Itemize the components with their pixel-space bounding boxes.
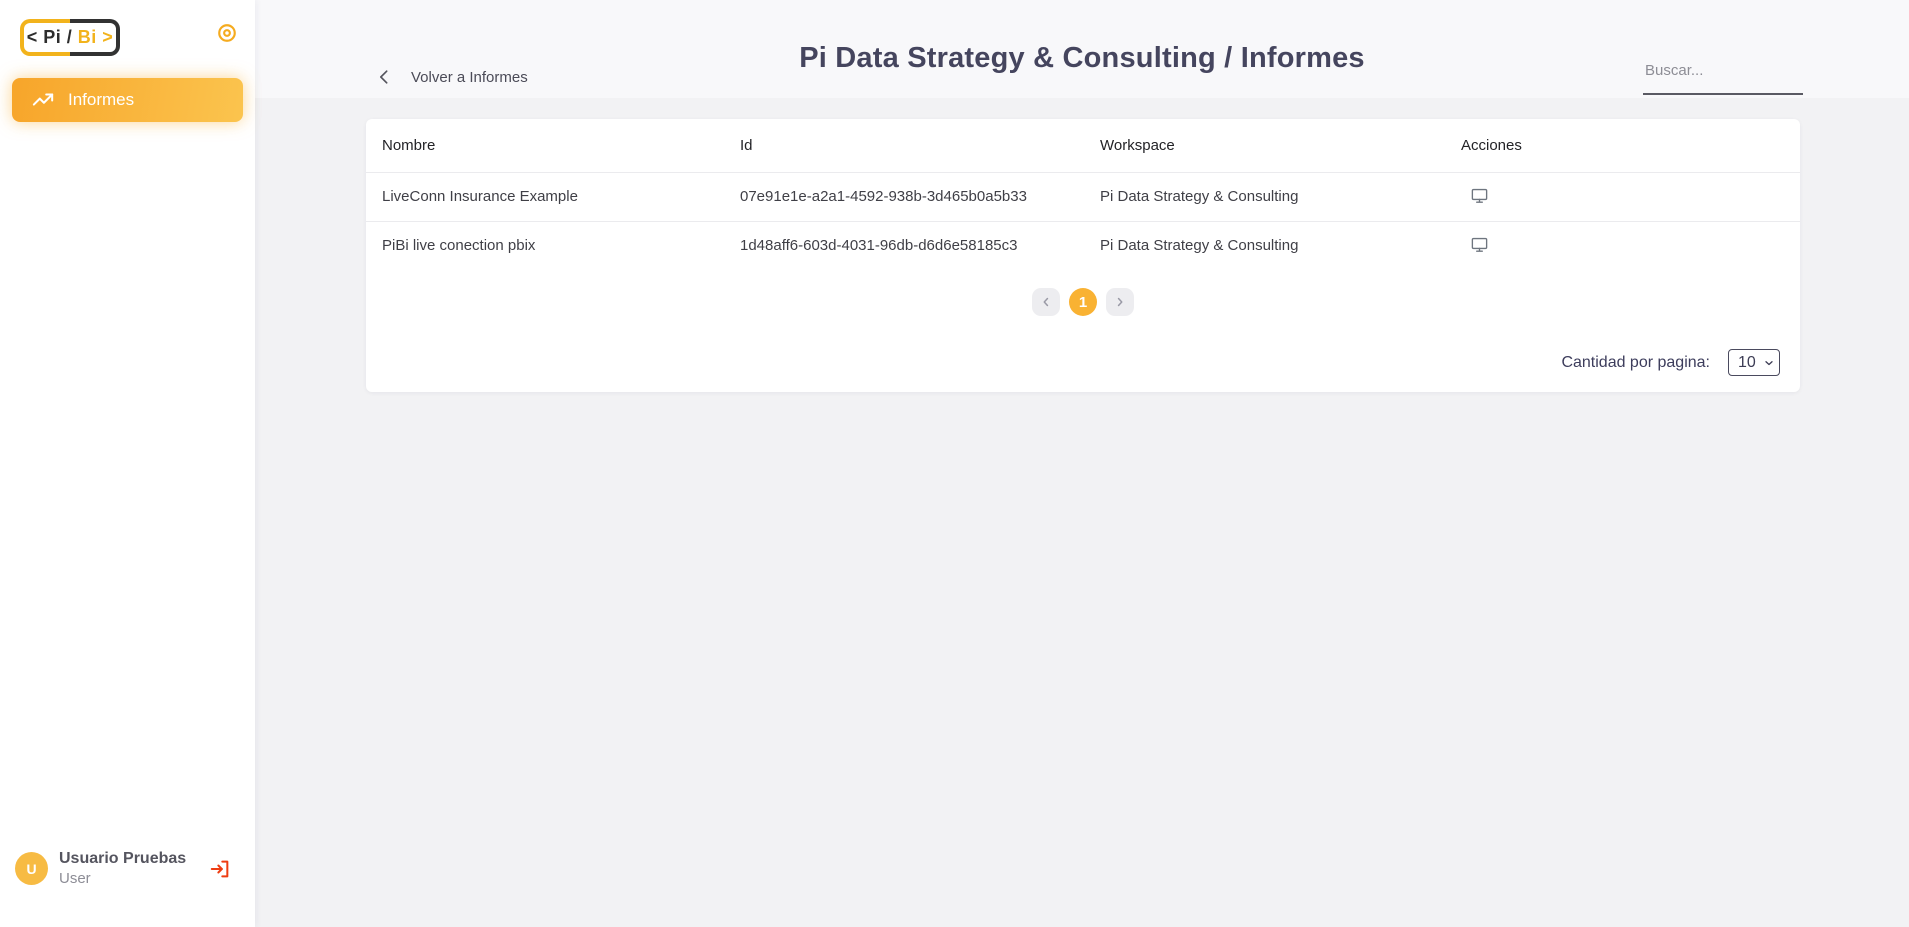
back-link-label: Volver a Informes (411, 68, 528, 86)
report-id-cell: 1d48aff6-603d-4031-96db-d6d6e58185c3 (740, 237, 1018, 255)
sidebar-item-label: Informes (68, 90, 135, 109)
sidebar-nav: Informes (0, 78, 255, 122)
reports-table: Nombre Id Workspace Acciones LiveConn In… (366, 119, 1800, 270)
current-page-button[interactable]: 1 (1069, 288, 1097, 316)
page-size-select-wrap: 10 (1728, 349, 1780, 376)
logout-icon (209, 860, 231, 883)
page-size-select[interactable]: 10 (1728, 349, 1780, 376)
report-actions-cell (1445, 172, 1800, 221)
sidebar-item-informes[interactable]: Informes (12, 78, 243, 122)
table-body: LiveConn Insurance Example 07e91e1e-a2a1… (366, 172, 1800, 270)
monitor-icon (1470, 188, 1489, 208)
column-header-nombre: Nombre (382, 136, 436, 154)
column-header-workspace: Workspace (1100, 136, 1175, 154)
logo-text-dark: < Pi / (26, 27, 73, 47)
user-role: User (59, 870, 91, 887)
logout-button[interactable] (209, 858, 231, 880)
user-name: Usuario Pruebas (59, 850, 187, 867)
sidebar-toggle-button[interactable] (217, 23, 237, 43)
report-name-cell: LiveConn Insurance Example (382, 188, 578, 205)
report-id-cell: 07e91e1e-a2a1-4592-938b-3d465b0a5b33 (740, 188, 1027, 205)
trending-up-icon (32, 89, 54, 111)
report-actions-cell (1445, 221, 1800, 270)
report-name-cell: PiBi live conection pbix (382, 237, 536, 255)
page-size-row: Cantidad por pagina: 10 (366, 349, 1800, 376)
table-row: PiBi live conection pbix 1d48aff6-603d-4… (366, 221, 1800, 270)
table-header-row: Nombre Id Workspace Acciones (366, 119, 1800, 172)
page-title: Pi Data Strategy & Consulting / Informes (799, 42, 1365, 74)
monitor-icon (1470, 238, 1489, 257)
page-size-label: Cantidad por pagina: (1561, 353, 1710, 371)
column-header-acciones: Acciones (1461, 136, 1522, 154)
open-report-button[interactable] (1468, 184, 1491, 207)
table-row: LiveConn Insurance Example 07e91e1e-a2a1… (366, 172, 1800, 221)
open-report-button[interactable] (1468, 233, 1491, 256)
reports-card: Nombre Id Workspace Acciones LiveConn In… (366, 119, 1800, 392)
report-workspace-cell: Pi Data Strategy & Consulting (1100, 188, 1299, 205)
page-header (255, 0, 1909, 98)
chevron-left-icon (1039, 295, 1053, 309)
column-header-id: Id (740, 136, 753, 154)
app-logo: < Pi / Bi > (20, 19, 120, 56)
back-link[interactable]: Volver a Informes (375, 64, 528, 90)
previous-page-button[interactable] (1032, 288, 1060, 316)
user-meta: Usuario Pruebas User (59, 850, 186, 887)
app-logo-text: < Pi / Bi > (24, 23, 116, 52)
pagination: 1 (366, 288, 1800, 316)
sidebar: < Pi / Bi > Informes U Usuario Pruebas U… (0, 0, 255, 927)
report-workspace-cell: Pi Data Strategy & Consulting (1100, 237, 1299, 255)
avatar: U (15, 852, 48, 885)
search-input[interactable] (1643, 56, 1803, 95)
chevron-left-icon (375, 67, 395, 87)
chevron-right-icon (1113, 295, 1127, 309)
sidebar-header: < Pi / Bi > (0, 0, 255, 56)
user-block: U Usuario Pruebas User (0, 850, 255, 887)
target-circle-icon (217, 24, 237, 46)
logo-text-yellow: Bi > (72, 27, 114, 47)
next-page-button[interactable] (1106, 288, 1134, 316)
